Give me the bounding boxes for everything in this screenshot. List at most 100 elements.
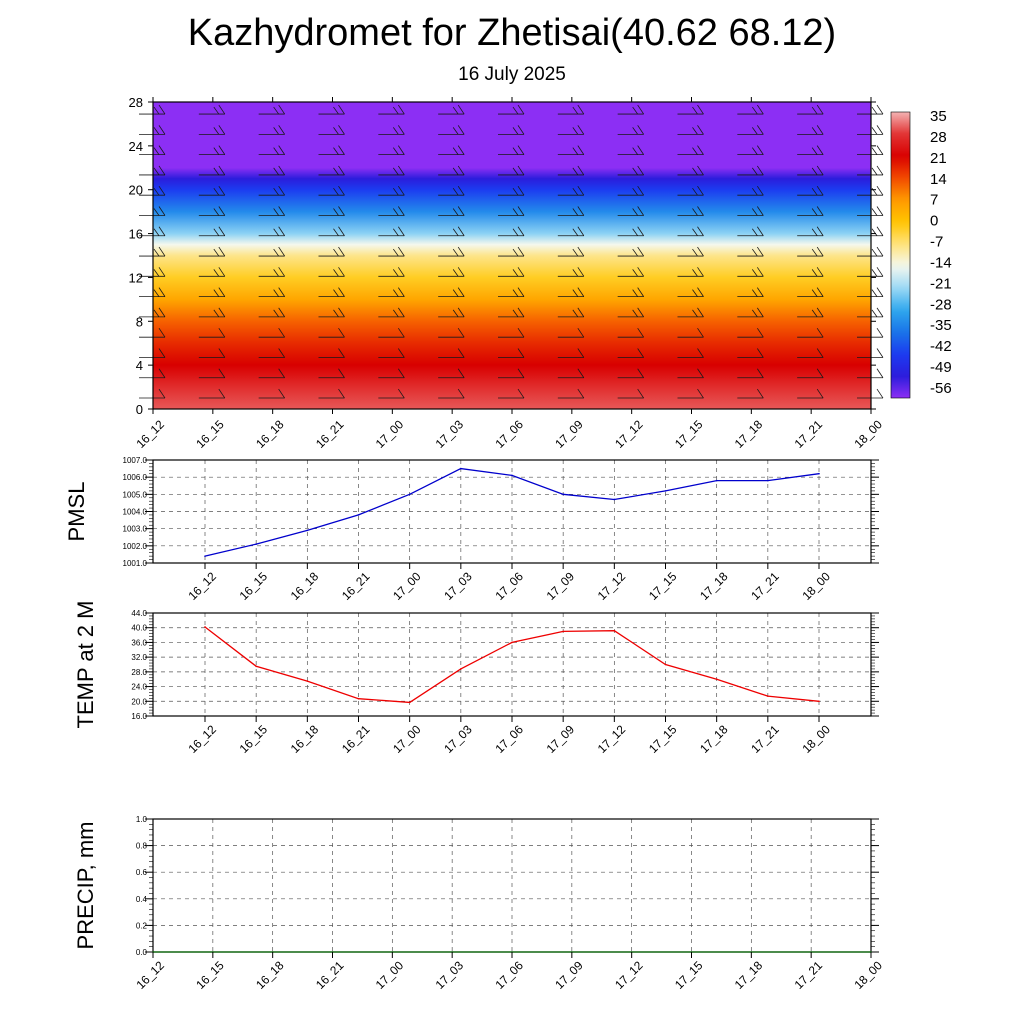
wind-barb [378, 267, 405, 277]
wind-barb-flag [278, 104, 285, 115]
wind-barb-flag [278, 307, 285, 318]
wind-barb [857, 206, 884, 216]
temp-2m-x-tick-label: 16_15 [237, 722, 271, 756]
heatmap-x-tick-label: 16_15 [193, 417, 227, 451]
wind-barb-flag [757, 388, 764, 399]
wind-barb-flag [218, 307, 226, 318]
wind-barb-flag [697, 267, 704, 277]
wind-barb-flag [692, 208, 698, 216]
pmsl-y-tick-label: 1004.0 [123, 508, 148, 517]
wind-barb [737, 287, 764, 298]
wind-barb-flag [338, 348, 345, 358]
wind-barb [378, 185, 405, 196]
wind-barb-flag [393, 167, 399, 176]
wind-barb-flag [697, 246, 704, 257]
wind-barb-flag [816, 388, 824, 399]
pmsl-x-tick-label: 17_09 [544, 569, 578, 603]
wind-barb-flag [871, 248, 878, 257]
wind-barb [318, 388, 345, 399]
wind-barb-flag [398, 267, 405, 277]
wind-barb-flag [517, 267, 525, 277]
wind-barb [139, 145, 166, 156]
wind-barb-flag [632, 228, 638, 236]
wind-barb-flag [697, 145, 704, 155]
wind-barb-flag [512, 147, 519, 155]
temp-2m-data-point [255, 665, 257, 668]
wind-barb [737, 307, 764, 318]
wind-barb-flag [871, 208, 878, 216]
wind-barb-flag [692, 248, 698, 257]
wind-barb-flag [577, 185, 585, 196]
wind-barb-flag [692, 187, 698, 196]
wind-barb [498, 388, 525, 399]
wind-barb [258, 104, 285, 115]
wind-barb [737, 368, 764, 379]
wind-barb [498, 368, 525, 379]
pmsl-x-tick-label: 16_15 [237, 569, 271, 603]
wind-barb-flag [213, 106, 220, 115]
pmsl-data-point [511, 474, 513, 477]
wind-barb-flag [637, 267, 644, 277]
wind-barb-flag [153, 289, 160, 297]
pmsl-data-point [613, 498, 616, 501]
temp-2m-x-tick-label: 17_12 [595, 722, 629, 756]
wind-barb-flag [757, 226, 764, 236]
wind-barb-flag [876, 388, 884, 399]
wind-barb-flag [333, 127, 339, 135]
wind-barb [258, 327, 285, 338]
colorbar-label: -7 [930, 234, 943, 251]
wind-barb [498, 246, 525, 257]
wind-barb [498, 307, 525, 318]
temp-2m-data-point [460, 668, 462, 670]
wind-barb-flag [577, 327, 585, 338]
wind-barb-flag [692, 127, 698, 135]
wind-barb-flag [637, 246, 644, 257]
wind-barb-flag [512, 269, 519, 277]
wind-barb-flag [158, 226, 166, 236]
wind-barb [498, 327, 525, 338]
wind-barb [617, 368, 644, 379]
wind-barb-flag [876, 348, 884, 358]
wind-barb [857, 226, 884, 237]
page-subtitle: 16 July 2025 [458, 64, 566, 85]
wind-barb-flag [637, 388, 644, 399]
wind-barb-flag [517, 246, 525, 257]
wind-barb [198, 307, 226, 318]
wind-barb-flag [393, 269, 399, 277]
precip-x-tick-label: 16_12 [133, 958, 167, 992]
heatmap-x-tick-label: 18_00 [851, 417, 885, 451]
pmsl-x-tick-label: 17_12 [595, 569, 629, 603]
wind-barb-flag [398, 307, 405, 318]
wind-barb [737, 246, 764, 257]
heatmap-x-tick-label: 17_00 [373, 417, 407, 451]
wind-barb [318, 206, 345, 216]
wind-barb [198, 246, 226, 257]
wind-barb-flag [278, 206, 285, 216]
wind-barb [378, 327, 405, 338]
heatmap-x-tick-label: 17_09 [552, 417, 586, 451]
wind-barb [438, 246, 465, 257]
temp-2m-data-point [715, 678, 718, 681]
wind-barb-flag [811, 228, 818, 236]
wind-barb-flag [632, 208, 638, 216]
wind-barb-flag [398, 125, 405, 135]
precip-x-tick-label: 17_09 [552, 958, 586, 992]
wind-barb [617, 165, 644, 176]
wind-barb-flag [457, 104, 465, 115]
wind-barb [318, 125, 345, 135]
wind-barb-flag [393, 208, 399, 216]
wind-barb-flag [158, 246, 166, 257]
wind-barb-flag [158, 267, 166, 277]
wind-barb-flag [333, 269, 339, 277]
wind-barb [378, 307, 405, 318]
wind-barb-flag [816, 287, 824, 297]
wind-barb-flag [757, 368, 764, 378]
wind-barb-flag [153, 208, 160, 216]
pmsl-data-point [818, 472, 820, 475]
temp-2m-y-tick-label: 20.0 [131, 697, 147, 706]
wind-barb-flag [871, 269, 878, 277]
wind-barb-flag [876, 307, 884, 318]
wind-barb [737, 226, 764, 237]
wind-barb-flag [637, 206, 644, 216]
wind-barb [677, 145, 704, 156]
